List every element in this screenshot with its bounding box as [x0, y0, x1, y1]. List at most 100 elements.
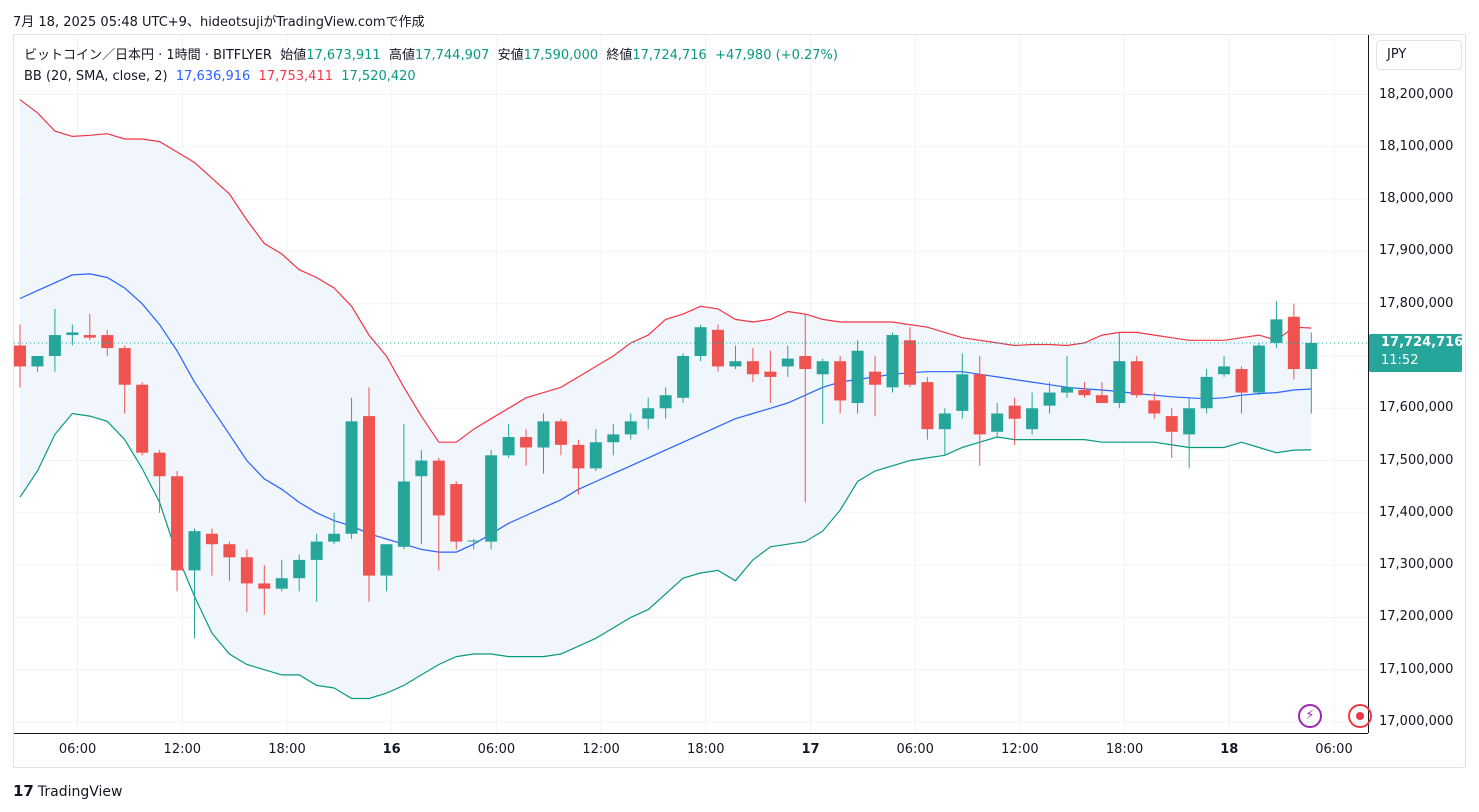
candle: [432, 457, 445, 571]
candle-body: [624, 421, 637, 435]
candle-body: [485, 455, 498, 542]
candle-body: [1183, 408, 1196, 435]
high-value: 17,744,907: [414, 48, 490, 63]
axes: [14, 35, 1369, 734]
candle: [380, 544, 393, 592]
candle: [1043, 382, 1056, 414]
candle-body: [1061, 387, 1073, 393]
price-tick-label: 17,400,000: [1379, 504, 1454, 520]
candle: [223, 541, 236, 581]
candle-body: [694, 327, 707, 356]
candle: [1061, 355, 1073, 398]
candle-body: [956, 374, 969, 411]
candle: [624, 413, 637, 440]
candle: [397, 423, 410, 550]
time-tick-label: 18:00: [268, 742, 306, 757]
candle-body: [572, 444, 585, 469]
candle: [363, 387, 375, 602]
bb-lower-value: 17,520,420: [341, 69, 416, 84]
price-tick-label: 17,600,000: [1379, 400, 1454, 416]
candle: [537, 413, 550, 474]
candle: [572, 439, 585, 495]
tradingview-logo[interactable]: 17 TradingView: [13, 782, 122, 800]
candle-body: [205, 533, 218, 545]
lightning-icon[interactable]: ⚡: [1298, 704, 1322, 728]
time-tick-label: 18:00: [687, 742, 725, 757]
candle: [607, 423, 620, 456]
symbol-info[interactable]: ビットコイン／日本円 · 1時間 · BITFLYER: [24, 48, 272, 63]
candle-body: [345, 421, 358, 534]
candle: [136, 382, 149, 456]
candle-body: [659, 395, 672, 409]
candle-body: [1095, 395, 1108, 404]
candle: [31, 355, 44, 372]
price-tick-label: 18,100,000: [1379, 138, 1454, 154]
candle-body: [275, 578, 288, 589]
candle-body: [380, 544, 393, 576]
candle-body: [1252, 345, 1265, 393]
candle: [1183, 397, 1196, 469]
candle-body: [14, 345, 26, 367]
candle: [310, 533, 323, 602]
candle: [345, 397, 358, 539]
candle: [1200, 369, 1213, 414]
candle-body: [921, 382, 934, 430]
candle: [1270, 301, 1283, 349]
candle: [275, 559, 288, 592]
candle: [450, 481, 463, 550]
candle-body: [363, 416, 375, 576]
bb-legend-row[interactable]: BB (20, SMA, close, 2) 17,636,916 17,753…: [24, 66, 838, 87]
candle-body: [1008, 405, 1021, 419]
candle: [956, 353, 969, 419]
candle-body: [328, 533, 341, 542]
time-tick-label: 18:00: [1105, 742, 1144, 757]
bb-basis-value: 17,636,916: [175, 69, 251, 84]
bar-countdown: 11:52: [1381, 353, 1419, 368]
candle: [781, 345, 794, 377]
candle: [973, 355, 986, 466]
candle: [1113, 332, 1126, 409]
bb-upper-line: [19, 99, 1312, 443]
price-tick-label: 18,000,000: [1379, 191, 1454, 207]
bb-indicator-label[interactable]: BB (20, SMA, close, 2): [24, 69, 168, 84]
candle-body: [781, 358, 794, 367]
candle: [869, 355, 882, 417]
candle: [921, 376, 934, 440]
candle-body: [31, 355, 44, 367]
candle: [851, 340, 864, 414]
time-tick-label: 06:00: [1315, 742, 1353, 757]
candle: [642, 397, 655, 430]
candle: [694, 324, 707, 362]
candle: [1026, 392, 1039, 435]
candle-body: [432, 460, 445, 516]
candle: [903, 327, 916, 388]
candle-body: [1165, 416, 1178, 432]
candle-body: [136, 384, 149, 453]
candle-body: [1218, 366, 1231, 375]
candle: [258, 565, 271, 615]
candle: [1287, 303, 1300, 380]
change-value: +47,980 (+0.27%): [715, 48, 838, 63]
candle-body: [764, 371, 777, 377]
chart-legend: ビットコイン／日本円 · 1時間 · BITFLYER 始値17,673,911…: [24, 45, 838, 87]
candle-body: [1113, 361, 1126, 404]
candle-body: [223, 544, 236, 558]
candle: [1218, 355, 1231, 377]
tradingview-logo-text: TradingView: [37, 784, 123, 800]
candle-body: [83, 335, 96, 338]
close-value: 17,724,716: [632, 48, 707, 63]
candle: [589, 429, 602, 472]
record-icon[interactable]: [1348, 704, 1372, 728]
time-tick-label: 12:00: [1001, 742, 1039, 757]
candle-body: [554, 421, 567, 445]
candle-body: [746, 361, 759, 375]
candle-body: [537, 421, 550, 448]
time-tick-label: 06:00: [58, 742, 97, 757]
candle-body: [816, 361, 829, 375]
candle-body: [607, 434, 620, 443]
candle: [153, 450, 166, 513]
candle-body: [310, 541, 323, 560]
open-value: 17,673,911: [306, 48, 381, 63]
currency-button[interactable]: JPY: [1376, 40, 1462, 70]
